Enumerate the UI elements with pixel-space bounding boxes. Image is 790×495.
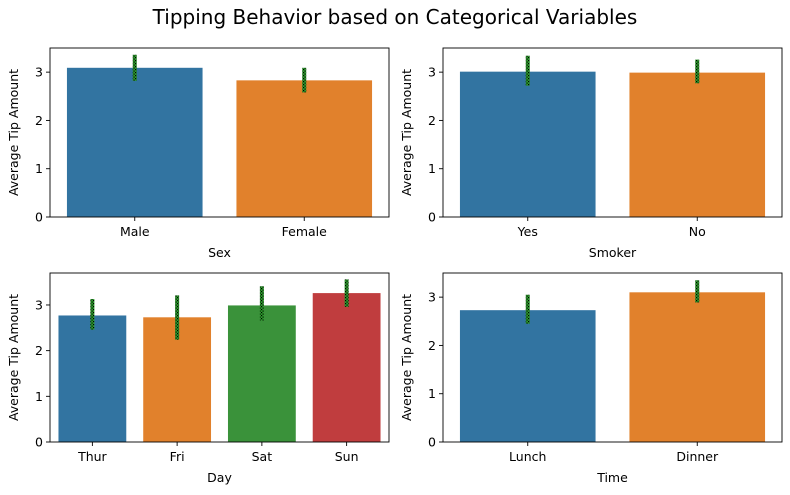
x-tick-label-sun: Sun: [335, 449, 359, 464]
errorbar-sat: [259, 286, 264, 321]
x-tick-label-yes: Yes: [517, 224, 538, 239]
axes-frame: [49, 47, 390, 218]
bar-yes: [459, 71, 596, 217]
bar-male: [66, 67, 203, 217]
subplot-time: 0 1 2 3 Lunch Dinner Time Average Tip Amount: [399, 272, 783, 485]
errorbar-female: [302, 67, 307, 93]
x-tick-label-fri: Fri: [170, 449, 185, 464]
x-tick-label-female: Female: [282, 224, 328, 239]
x-axis-label: Day: [207, 470, 232, 485]
x-axis-label: Smoker: [589, 245, 637, 260]
figure-title: Tipping Behavior based on Categorical Va…: [152, 5, 638, 29]
y-tick-label: 2: [428, 113, 436, 128]
x-tick-label-no: No: [689, 224, 706, 239]
x-tick-label-thur: Thur: [77, 449, 107, 464]
x-tick-label-lunch: Lunch: [509, 449, 546, 464]
subplot-grid: 0 1 2 3 Male Female Sex Average Tip Amount 0 1 2 3 Y…: [6, 47, 783, 485]
bar-dinner: [629, 292, 766, 442]
bar-sat: [227, 305, 296, 442]
y-tick-label: 3: [428, 290, 436, 305]
errorbar-male: [132, 54, 137, 81]
axes-frame: [442, 47, 783, 218]
y-tick-label: 2: [428, 338, 436, 353]
y-tick-label: 2: [35, 113, 43, 128]
errorbar-lunch: [525, 294, 530, 324]
bar-thur: [58, 315, 127, 442]
x-tick-label-male: Male: [120, 224, 150, 239]
y-tick-label: 1: [35, 161, 43, 176]
y-axis-label: Average Tip Amount: [6, 69, 21, 196]
y-tick-label: 0: [35, 435, 43, 450]
y-tick-label: 1: [35, 389, 43, 404]
y-tick-label: 3: [428, 65, 436, 80]
axes-frame: [49, 272, 390, 443]
y-tick-label: 1: [428, 161, 436, 176]
bar-female: [236, 80, 373, 217]
y-tick-label: 0: [35, 210, 43, 225]
x-axis-label: Sex: [208, 245, 231, 260]
x-tick-label-dinner: Dinner: [676, 449, 719, 464]
y-tick-label: 3: [35, 65, 43, 80]
bar-lunch: [459, 310, 596, 442]
y-tick-label: 0: [428, 210, 436, 225]
y-tick-label: 0: [428, 435, 436, 450]
errorbar-yes: [525, 55, 530, 86]
subplot-day: 0 1 2 3 Thur Fri Sat Sun Day Average Tip Amount: [6, 272, 390, 485]
y-axis-label: Average Tip Amount: [399, 69, 414, 196]
y-axis-label: Average Tip Amount: [399, 294, 414, 421]
bar-no: [629, 72, 766, 217]
subplot-smoker: 0 1 2 3 Yes No Smoker Average Tip Amount: [399, 47, 783, 260]
y-axis-label: Average Tip Amount: [6, 294, 21, 421]
subplot-sex: 0 1 2 3 Male Female Sex Average Tip Amount: [6, 47, 390, 260]
errorbar-sun: [344, 279, 349, 307]
y-tick-label: 3: [35, 297, 43, 312]
bar-sun: [312, 293, 381, 442]
errorbar-no: [695, 59, 700, 84]
y-tick-label: 1: [428, 386, 436, 401]
errorbar-fri: [175, 295, 180, 340]
errorbar-dinner: [695, 280, 700, 303]
x-tick-label-sat: Sat: [252, 449, 273, 464]
x-axis-label: Time: [596, 470, 628, 485]
y-tick-label: 2: [35, 343, 43, 358]
axes-frame: [442, 272, 783, 443]
errorbar-thur: [90, 299, 95, 330]
